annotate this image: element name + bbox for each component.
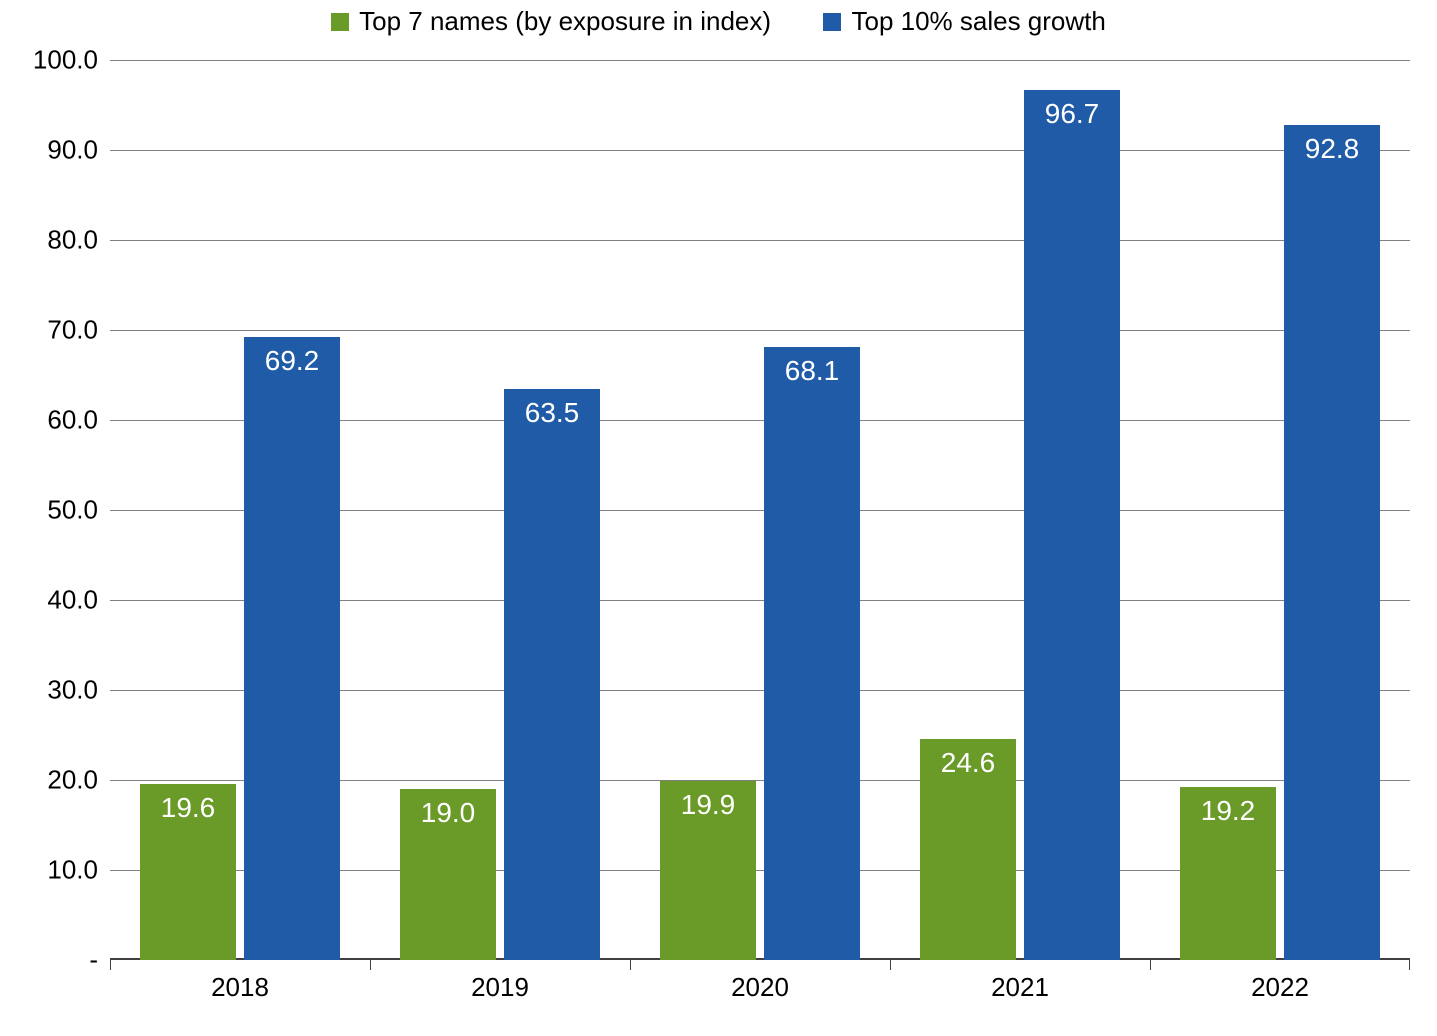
y-tick-label: 70.0 <box>0 315 98 346</box>
x-tick <box>1409 960 1410 970</box>
x-category-label: 2022 <box>1251 972 1309 1003</box>
legend-label-1: Top 10% sales growth <box>851 6 1105 37</box>
gridline <box>110 150 1410 151</box>
y-tick-label: 100.0 <box>0 45 98 76</box>
x-category-label: 2021 <box>991 972 1049 1003</box>
x-tick <box>1150 960 1151 970</box>
plot-area: -10.020.030.040.050.060.070.080.090.0100… <box>110 60 1410 960</box>
bar-data-label: 24.6 <box>920 747 1016 779</box>
bar-data-label: 19.6 <box>140 792 236 824</box>
bar: 68.1 <box>764 347 860 960</box>
y-tick-label: 10.0 <box>0 855 98 886</box>
bar-data-label: 63.5 <box>504 397 600 429</box>
bar-data-label: 69.2 <box>244 345 340 377</box>
legend-item-0: Top 7 names (by exposure in index) <box>331 6 771 37</box>
bar: 19.0 <box>400 789 496 960</box>
x-tick <box>890 960 891 970</box>
bar-data-label: 19.2 <box>1180 795 1276 827</box>
y-tick-label: 80.0 <box>0 225 98 256</box>
x-tick <box>110 960 111 970</box>
bar: 63.5 <box>504 389 600 961</box>
bar: 19.9 <box>660 781 756 960</box>
y-tick-label: 60.0 <box>0 405 98 436</box>
bar-data-label: 92.8 <box>1284 133 1380 165</box>
bar: 69.2 <box>244 337 340 960</box>
bar: 24.6 <box>920 739 1016 960</box>
y-tick-label: 90.0 <box>0 135 98 166</box>
y-tick-label: - <box>0 945 98 976</box>
x-category-label: 2018 <box>211 972 269 1003</box>
x-category-label: 2019 <box>471 972 529 1003</box>
chart-legend: Top 7 names (by exposure in index) Top 1… <box>0 6 1437 37</box>
gridline <box>110 240 1410 241</box>
bar: 96.7 <box>1024 90 1120 960</box>
bar-chart: Top 7 names (by exposure in index) Top 1… <box>0 0 1437 1036</box>
legend-item-1: Top 10% sales growth <box>823 6 1105 37</box>
y-tick-label: 40.0 <box>0 585 98 616</box>
bar: 19.2 <box>1180 787 1276 960</box>
legend-label-0: Top 7 names (by exposure in index) <box>359 6 771 37</box>
y-tick-label: 50.0 <box>0 495 98 526</box>
x-tick <box>630 960 631 970</box>
y-tick-label: 20.0 <box>0 765 98 796</box>
x-category-label: 2020 <box>731 972 789 1003</box>
bar-data-label: 19.0 <box>400 797 496 829</box>
bar-data-label: 68.1 <box>764 355 860 387</box>
gridline <box>110 60 1410 61</box>
legend-swatch-1 <box>823 13 841 31</box>
bar: 92.8 <box>1284 125 1380 960</box>
bar-data-label: 19.9 <box>660 789 756 821</box>
bar: 19.6 <box>140 784 236 960</box>
y-tick-label: 30.0 <box>0 675 98 706</box>
legend-swatch-0 <box>331 13 349 31</box>
bar-data-label: 96.7 <box>1024 98 1120 130</box>
gridline <box>110 330 1410 331</box>
x-tick <box>370 960 371 970</box>
